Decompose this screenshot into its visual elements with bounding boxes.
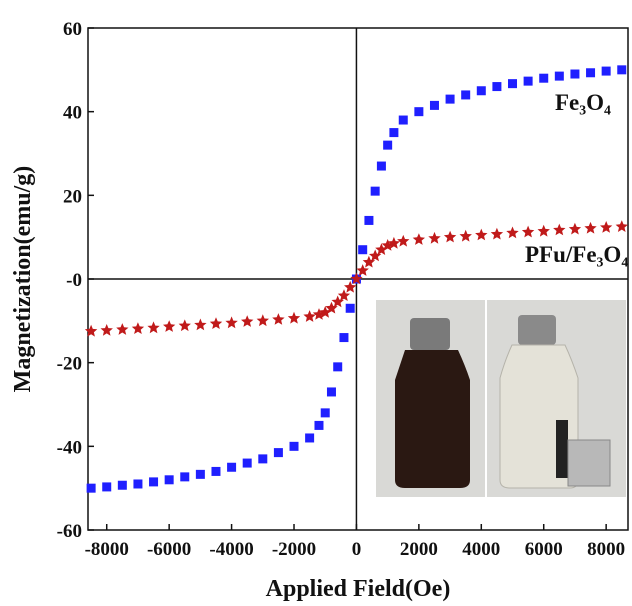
y-tick-label: 40 [63,103,82,124]
data-point [257,314,269,326]
x-tick-label: -2000 [272,539,316,560]
y-tick-label: -0 [66,270,82,291]
data-point [492,82,501,91]
data-point [428,232,440,244]
data-point [102,482,111,491]
data-point [397,235,409,247]
data-point [180,472,189,481]
x-tick-label: 4000 [462,539,500,560]
data-point [241,315,253,327]
data-point [389,128,398,137]
data-point [364,216,373,225]
data-point [538,225,550,237]
chart: Applied Field(Oe) Magnetization(emu/g) -… [0,0,632,606]
data-point [584,222,596,234]
data-point [327,387,336,396]
data-point [339,333,348,342]
y-tick-label: -20 [57,354,82,375]
data-point [290,442,299,451]
data-point [377,162,386,171]
data-point [475,229,487,241]
data-point [616,220,628,232]
data-point [321,408,330,417]
data-point [85,325,97,337]
data-point [491,228,503,240]
data-point [227,463,236,472]
series-label: PFu/Fe₃O₄ [525,242,628,267]
data-point [163,320,175,332]
data-point [446,95,455,104]
data-point [383,141,392,150]
data-point [555,72,564,81]
x-tick-label: 2000 [400,539,438,560]
data-point [508,79,517,88]
data-point [101,324,113,336]
data-point [539,74,548,83]
data-point [288,312,300,324]
page: {"chart_data":{"type":"scatter", "x_labe… [0,0,632,606]
y-tick-label: -40 [57,437,82,458]
x-tick-label: 6000 [525,539,563,560]
data-point [194,319,206,331]
data-point [116,323,128,335]
x-tick-label: -6000 [147,539,191,560]
data-point [461,90,470,99]
data-point [258,454,267,463]
data-point [149,477,158,486]
data-point [165,475,174,484]
x-tick-label: 8000 [587,539,625,560]
data-point [132,322,144,334]
data-point [371,187,380,196]
data-point [399,116,408,125]
y-tick-label: 60 [63,19,82,40]
data-point [87,484,96,493]
data-point [333,362,342,371]
data-point [358,245,367,254]
y-axis-label: Magnetization(emu/g) [10,166,36,393]
data-point [477,86,486,95]
data-point [413,233,425,245]
data-point [196,470,205,479]
y-tick-label: 20 [63,186,82,207]
data-point [305,433,314,442]
x-axis-label: Applied Field(Oe) [266,576,451,602]
data-point [346,304,355,313]
data-point [444,231,456,243]
data-point [553,224,565,236]
inset-photo [376,300,626,497]
series-label: Fe₃O₄ [555,90,611,115]
data-point [430,101,439,110]
data-point [118,481,127,490]
data-point [211,467,220,476]
data-point [147,321,159,333]
data-point [524,77,533,86]
data-point [210,317,222,329]
data-point [225,316,237,328]
data-point [586,68,595,77]
data-point [272,313,284,325]
x-tick-label: -8000 [85,539,129,560]
data-point [570,70,579,79]
data-point [602,67,611,76]
data-point [617,65,626,74]
data-point [243,459,252,468]
data-point [600,221,612,233]
data-point [179,319,191,331]
x-tick-label: -4000 [209,539,253,560]
data-point [274,448,283,457]
data-point [460,230,472,242]
data-point [522,226,534,238]
y-tick-label: -60 [57,521,82,542]
data-point [303,310,315,322]
data-point [506,227,518,239]
data-point [414,107,423,116]
x-tick-label: 0 [352,539,362,560]
data-point [569,223,581,235]
data-point [133,479,142,488]
data-point [314,421,323,430]
